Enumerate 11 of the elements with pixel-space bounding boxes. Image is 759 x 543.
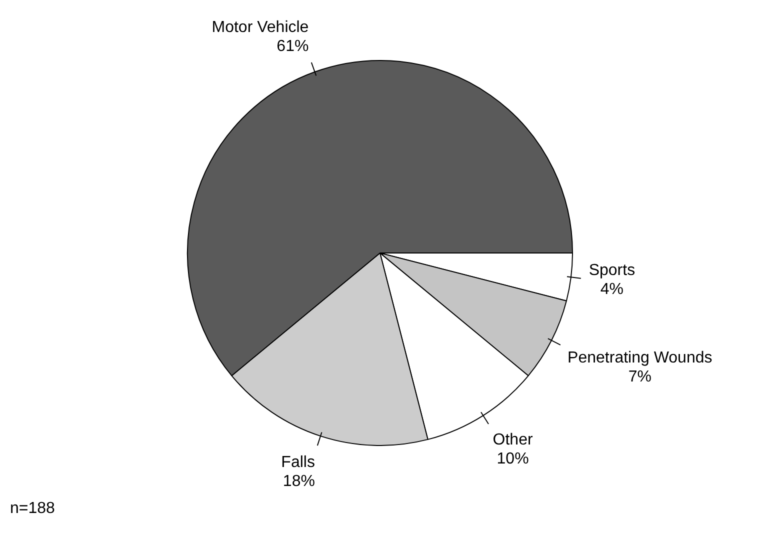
data-label: 4% [600,280,624,298]
data-label: 7% [628,368,652,386]
slice-label: Motor Vehicle [212,18,309,36]
text: n=188 [10,500,55,518]
slice-label: Sports [588,262,636,279]
slice-label: Other [492,432,534,449]
slice-label: Falls [281,454,315,472]
data-label: 18% [282,473,315,490]
data-label: 10% [496,450,529,468]
slice-label: Penetrating Wounds [568,350,712,367]
data-label: 61% [276,38,309,55]
